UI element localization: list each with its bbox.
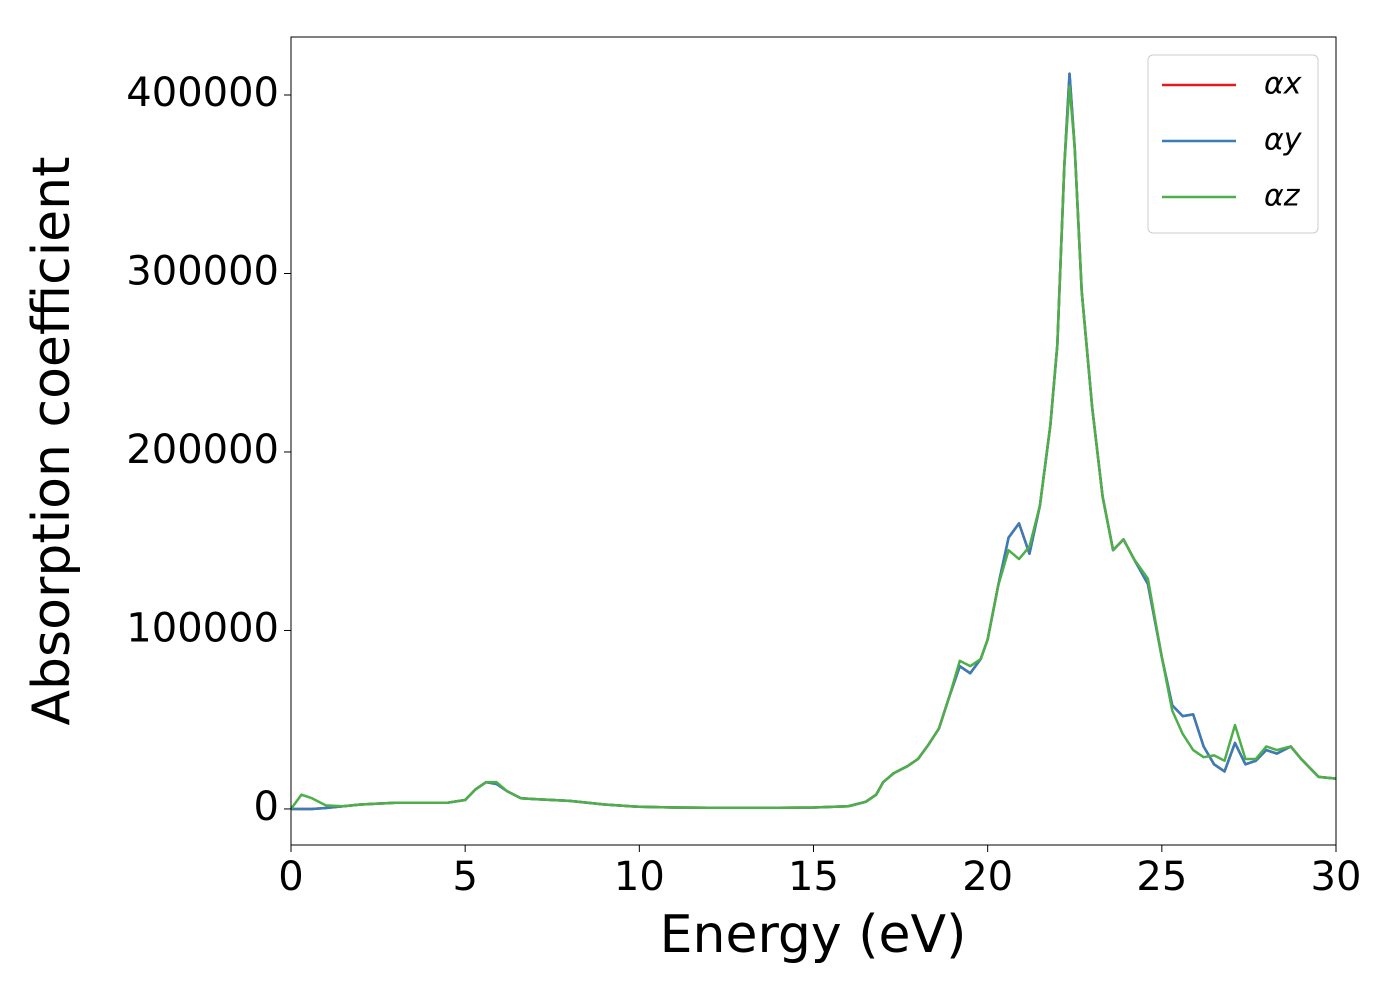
legend-label: αy [1264, 123, 1303, 158]
legend-label: αz [1264, 179, 1301, 214]
series-line [289, 84, 1337, 810]
x-tick-label: 30 [1311, 854, 1362, 900]
x-tick-label: 15 [788, 854, 839, 900]
x-axis-label: Energy (eV) [660, 905, 967, 965]
y-tick-label: 100000 [126, 605, 279, 651]
x-tick-label: 0 [278, 854, 303, 900]
x-tick-label: 20 [962, 854, 1013, 900]
x-tick-label: 10 [614, 854, 665, 900]
y-axis-label: Absorption coefficient [22, 156, 82, 725]
x-tick-label: 5 [452, 854, 477, 900]
y-tick-label: 400000 [126, 70, 279, 116]
y-tick-label: 300000 [126, 248, 279, 294]
legend-box [1147, 54, 1319, 234]
y-tick-label: 200000 [126, 427, 279, 473]
y-tick-label: 0 [254, 784, 279, 830]
plot-frame [290, 36, 1337, 846]
legend-label: αx [1264, 67, 1302, 102]
x-tick-label: 25 [1136, 854, 1187, 900]
